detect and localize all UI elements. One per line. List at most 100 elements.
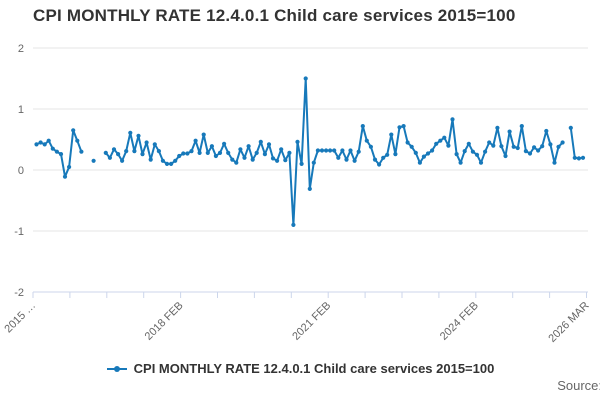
data-point-marker[interactable] bbox=[442, 135, 447, 140]
data-point-marker[interactable] bbox=[572, 155, 577, 160]
data-point-marker[interactable] bbox=[511, 144, 516, 149]
data-point-marker[interactable] bbox=[91, 158, 96, 163]
data-point-marker[interactable] bbox=[238, 147, 243, 152]
data-point-marker[interactable] bbox=[540, 144, 545, 149]
data-point-marker[interactable] bbox=[38, 140, 43, 145]
data-point-marker[interactable] bbox=[62, 174, 68, 179]
data-point-marker[interactable] bbox=[425, 151, 431, 156]
data-point-marker[interactable] bbox=[79, 149, 84, 154]
data-point-marker[interactable] bbox=[336, 155, 341, 160]
data-point-marker[interactable] bbox=[242, 155, 247, 160]
data-point-marker[interactable] bbox=[478, 160, 484, 165]
data-point-marker[interactable] bbox=[527, 151, 533, 156]
data-point-marker[interactable] bbox=[397, 125, 402, 130]
data-point-marker[interactable] bbox=[548, 142, 553, 147]
data-point-marker[interactable] bbox=[177, 153, 182, 159]
data-point-marker[interactable] bbox=[495, 125, 500, 130]
data-point-marker[interactable] bbox=[352, 158, 357, 163]
data-point-marker[interactable] bbox=[152, 142, 157, 147]
data-point-marker[interactable] bbox=[50, 146, 55, 151]
data-point-marker[interactable] bbox=[393, 152, 398, 157]
data-point-marker[interactable] bbox=[262, 152, 267, 157]
data-point-marker[interactable] bbox=[254, 150, 259, 155]
data-point-marker[interactable] bbox=[270, 156, 276, 161]
data-point-marker[interactable] bbox=[128, 130, 133, 135]
data-point-marker[interactable] bbox=[368, 144, 373, 149]
data-point-marker[interactable] bbox=[246, 144, 251, 149]
data-point-marker[interactable] bbox=[532, 145, 537, 150]
data-point-marker[interactable] bbox=[205, 150, 210, 155]
data-point-marker[interactable] bbox=[222, 141, 227, 146]
data-point-marker[interactable] bbox=[466, 141, 471, 146]
data-point-marker[interactable] bbox=[483, 149, 488, 154]
data-point-marker[interactable] bbox=[34, 142, 39, 147]
data-point-marker[interactable] bbox=[234, 160, 239, 165]
data-point-marker[interactable] bbox=[71, 128, 76, 133]
data-point-marker[interactable] bbox=[201, 132, 206, 137]
data-point-marker[interactable] bbox=[311, 160, 316, 165]
data-point-marker[interactable] bbox=[364, 138, 369, 143]
data-point-marker[interactable] bbox=[193, 138, 198, 143]
data-point-marker[interactable] bbox=[217, 150, 223, 155]
data-point-marker[interactable] bbox=[58, 152, 64, 157]
data-point-marker[interactable] bbox=[328, 148, 333, 153]
data-point-marker[interactable] bbox=[462, 149, 467, 154]
data-point-marker[interactable] bbox=[356, 149, 361, 154]
data-point-marker[interactable] bbox=[185, 151, 190, 156]
data-point-marker[interactable] bbox=[405, 140, 410, 145]
data-point-marker[interactable] bbox=[307, 186, 312, 191]
data-point-marker[interactable] bbox=[348, 148, 353, 153]
data-point-marker[interactable] bbox=[389, 132, 394, 137]
data-point-marker[interactable] bbox=[144, 140, 149, 145]
data-point-marker[interactable] bbox=[275, 158, 280, 163]
data-point-marker[interactable] bbox=[413, 150, 418, 155]
data-point-marker[interactable] bbox=[291, 222, 296, 227]
data-point-marker[interactable] bbox=[580, 155, 586, 160]
data-point-marker[interactable] bbox=[46, 138, 51, 143]
data-point-marker[interactable] bbox=[42, 142, 47, 147]
data-point-marker[interactable] bbox=[67, 164, 72, 170]
data-point-marker[interactable] bbox=[487, 140, 492, 145]
data-point-marker[interactable] bbox=[324, 148, 329, 153]
data-point-marker[interactable] bbox=[556, 144, 561, 149]
data-point-marker[interactable] bbox=[470, 149, 475, 154]
data-point-marker[interactable] bbox=[544, 128, 549, 134]
data-point-marker[interactable] bbox=[169, 161, 174, 166]
data-point-marker[interactable] bbox=[213, 153, 218, 159]
data-point-marker[interactable] bbox=[319, 148, 325, 153]
data-point-marker[interactable] bbox=[421, 154, 426, 159]
data-point-marker[interactable] bbox=[164, 161, 170, 166]
data-point-marker[interactable] bbox=[120, 158, 125, 163]
data-point-marker[interactable] bbox=[258, 139, 263, 144]
data-point-marker[interactable] bbox=[560, 140, 565, 145]
data-point-marker[interactable] bbox=[173, 158, 178, 163]
data-point-marker[interactable] bbox=[209, 144, 214, 149]
data-point-marker[interactable] bbox=[503, 153, 508, 159]
data-point-marker[interactable] bbox=[287, 150, 292, 155]
data-point-marker[interactable] bbox=[181, 151, 186, 156]
data-point-marker[interactable] bbox=[552, 160, 557, 165]
legend-series-label[interactable]: CPI MONTHLY RATE 12.4.0.1 Child care ser… bbox=[133, 361, 495, 376]
data-point-marker[interactable] bbox=[430, 148, 435, 153]
data-point-marker[interactable] bbox=[75, 138, 80, 143]
data-point-marker[interactable] bbox=[250, 157, 255, 162]
data-point-marker[interactable] bbox=[438, 138, 443, 143]
data-point-marker[interactable] bbox=[332, 148, 337, 153]
data-point-marker[interactable] bbox=[197, 150, 202, 155]
data-point-marker[interactable] bbox=[340, 148, 345, 153]
data-point-marker[interactable] bbox=[491, 143, 496, 148]
data-point-marker[interactable] bbox=[189, 149, 194, 154]
data-point-marker[interactable] bbox=[148, 157, 153, 162]
data-point-marker[interactable] bbox=[446, 143, 451, 148]
data-point-marker[interactable] bbox=[315, 148, 320, 153]
data-point-marker[interactable] bbox=[136, 133, 141, 138]
data-point-marker[interactable] bbox=[107, 155, 112, 160]
data-point-marker[interactable] bbox=[140, 152, 145, 157]
data-point-marker[interactable] bbox=[124, 149, 129, 154]
data-point-marker[interactable] bbox=[103, 150, 108, 155]
data-point-marker[interactable] bbox=[156, 149, 161, 154]
data-point-marker[interactable] bbox=[303, 76, 308, 81]
data-point-marker[interactable] bbox=[381, 155, 386, 160]
data-point-marker[interactable] bbox=[576, 156, 582, 161]
data-point-marker[interactable] bbox=[417, 160, 422, 165]
